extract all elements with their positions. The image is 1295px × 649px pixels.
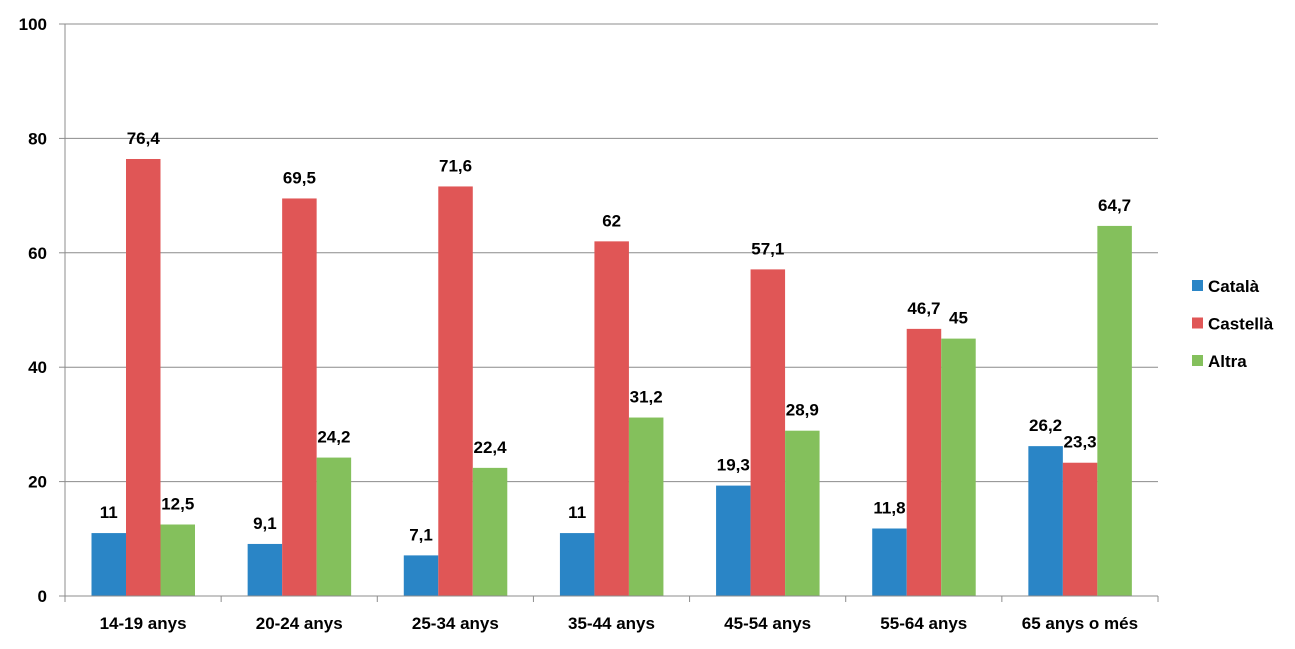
bar-castella-4 [594, 241, 629, 597]
legend-label-catala: Català [1208, 277, 1260, 296]
data-label-altra-4: 31,2 [630, 388, 663, 407]
data-label-castella-5: 57,1 [751, 239, 784, 258]
bar-catala-3 [403, 555, 439, 596]
data-label-altra-7: 64,7 [1098, 196, 1131, 215]
legend-swatch-castella [1192, 317, 1203, 329]
bar-catala-6 [872, 528, 907, 596]
data-label-castella-2: 69,5 [283, 168, 316, 187]
legend-label-castella: Castellà [1208, 315, 1274, 334]
bar-altra-2 [316, 457, 352, 596]
data-label-castella-3: 71,6 [439, 156, 472, 175]
bar-castella-1 [126, 158, 161, 596]
data-label-catala-5: 19,3 [717, 456, 750, 475]
data-label-altra-6: 45 [949, 309, 968, 328]
x-tick-label: 14-19 anys [100, 614, 187, 633]
data-label-catala-2: 9,1 [253, 514, 277, 533]
y-tick-label: 40 [28, 358, 47, 377]
bar-catala-5 [716, 485, 751, 596]
bars [91, 158, 1132, 597]
data-label-catala-3: 7,1 [409, 525, 433, 544]
bar-altra-7 [1097, 225, 1132, 596]
x-tick-label: 25-34 anys [412, 614, 499, 633]
bar-catala-7 [1028, 446, 1063, 596]
y-tick-label: 80 [28, 129, 47, 148]
data-label-altra-1: 12,5 [161, 495, 194, 514]
legend-label-altra: Altra [1208, 352, 1247, 371]
legend: Català Castellà Altra [1192, 277, 1274, 371]
bar-castella-5 [750, 269, 786, 596]
x-tick-label: 55-64 anys [880, 614, 967, 633]
y-tick-label: 20 [28, 473, 47, 492]
data-label-castella-6: 46,7 [907, 299, 940, 318]
data-label-catala-4: 11 [568, 503, 586, 522]
bar-castella-6 [906, 328, 942, 596]
x-tick-label: 45-54 anys [724, 614, 811, 633]
bar-altra-5 [785, 430, 820, 596]
x-tick-label: 20-24 anys [256, 614, 343, 633]
x-tick-label: 65 anys o més [1022, 614, 1138, 633]
bar-castella-2 [282, 198, 317, 596]
data-label-castella-1: 76,4 [127, 129, 161, 148]
bar-catala-1 [91, 533, 126, 596]
bar-altra-6 [941, 338, 976, 596]
data-label-catala-1: 11 [100, 503, 118, 522]
data-label-altra-2: 24,2 [317, 428, 350, 447]
x-tick-label: 35-44 anys [568, 614, 655, 633]
legend-swatch-altra [1192, 355, 1203, 366]
data-label-catala-6: 11,8 [873, 499, 905, 518]
data-labels: 11 9,1 7,1 11 19,3 11,8 26,2 76,4 69,5 71,6 62 57,1… [100, 129, 1131, 544]
axes: 0 20 40 60 80 100 14-19 anys 20-24 anys 25-34 an… [19, 15, 1159, 633]
y-tick-label: 100 [19, 15, 47, 34]
bar-altra-1 [160, 524, 195, 596]
bar-castella-7 [1062, 462, 1098, 596]
bar-altra-3 [472, 467, 508, 596]
data-label-altra-3: 22,4 [473, 438, 507, 457]
bar-altra-4 [628, 417, 664, 596]
data-label-catala-7: 26,2 [1029, 416, 1062, 435]
data-label-castella-7: 23,3 [1064, 433, 1097, 452]
y-tick-label: 60 [28, 244, 47, 263]
data-label-castella-4: 62 [602, 211, 621, 230]
y-tick-label: 0 [38, 587, 47, 606]
bar-catala-4 [559, 533, 595, 596]
bar-castella-3 [438, 186, 473, 596]
bar-catala-2 [247, 543, 283, 596]
legend-swatch-catala [1192, 280, 1203, 291]
data-label-altra-5: 28,9 [786, 401, 819, 420]
